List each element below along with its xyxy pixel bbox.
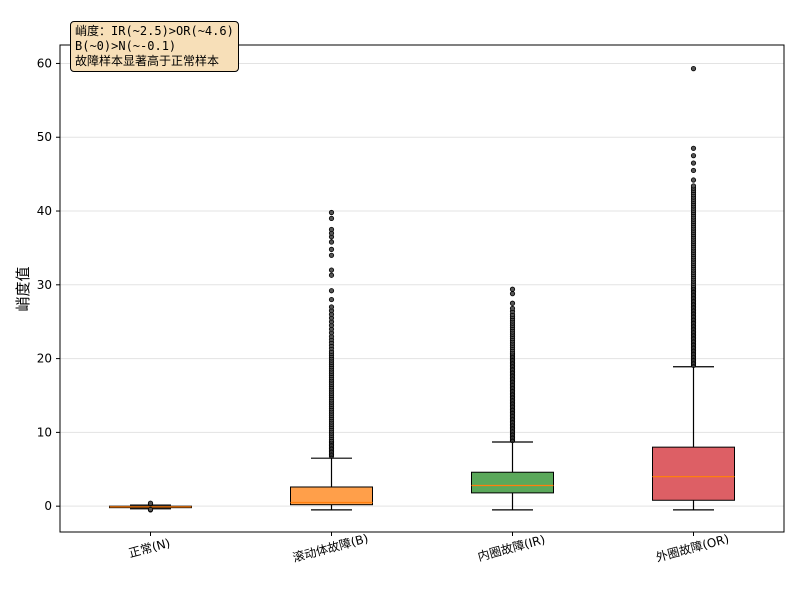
outlier-point [328,252,335,258]
annotation-line: B(~0)>N(~-0.1) [75,39,177,53]
outlier-point [690,66,697,72]
outlier-point [690,145,697,151]
box-iqr [471,471,554,494]
outlier-point [328,304,335,310]
x-tick-label: 滚动体故障(B) [291,530,370,565]
y-tick-label: 40 [37,204,52,218]
outlier-point [690,153,697,159]
outlier-point [509,300,516,306]
box-iqr [652,446,735,501]
annotation-box: 峭度：IR(~2.5)>OR(~4.6) B(~0)>N(~-0.1) 故障样本显著… [70,21,239,72]
box-group [290,209,373,511]
outlier-point [509,305,516,312]
outlier-point [690,167,697,174]
x-axis: 正常(N) 滚动体故障(B) 内圈故障(IR) 外圈故障(OR) [127,530,730,565]
y-tick-label: 20 [37,352,52,366]
box-groups [109,66,735,513]
y-axis-label: 峭度值 [14,266,32,311]
outlier-point [328,239,335,245]
outlier-point [328,215,335,222]
x-tick-label: 正常(N) [127,536,172,560]
outlier-point [328,226,335,233]
box-group [652,66,735,511]
outlier-point [328,267,335,273]
outlier-point [509,291,516,297]
annotation-line: 峭度：IR(~2.5)>OR(~4.6) [75,24,234,38]
box-group [109,500,192,513]
outlier-point [690,160,697,166]
y-axis: 0 10 20 30 40 50 60 [37,56,60,513]
outlier-point [690,177,697,183]
outlier-point [328,288,335,294]
outlier-point [147,500,154,506]
y-tick-label: 0 [44,499,52,513]
x-tick-label: 内圈故障(IR) [476,531,547,563]
box-group [471,286,554,511]
outlier-point [690,183,697,189]
outlier-point [328,209,335,216]
y-tick-label: 50 [37,130,52,144]
plot-frame [59,44,785,533]
outlier-point [328,296,335,303]
y-tick-label: 60 [37,56,52,70]
x-tick-label: 外圈故障(OR) [654,531,730,565]
annotation-line: 故障样本显著高于正常样本 [75,54,220,68]
y-tick-label: 10 [37,425,52,439]
grid-lines [60,62,784,507]
y-tick-label: 30 [37,278,52,292]
box-iqr [290,486,373,506]
outlier-point [509,286,516,292]
outlier-point [328,246,335,252]
outlier-point [328,272,335,278]
outlier-point [147,506,154,513]
